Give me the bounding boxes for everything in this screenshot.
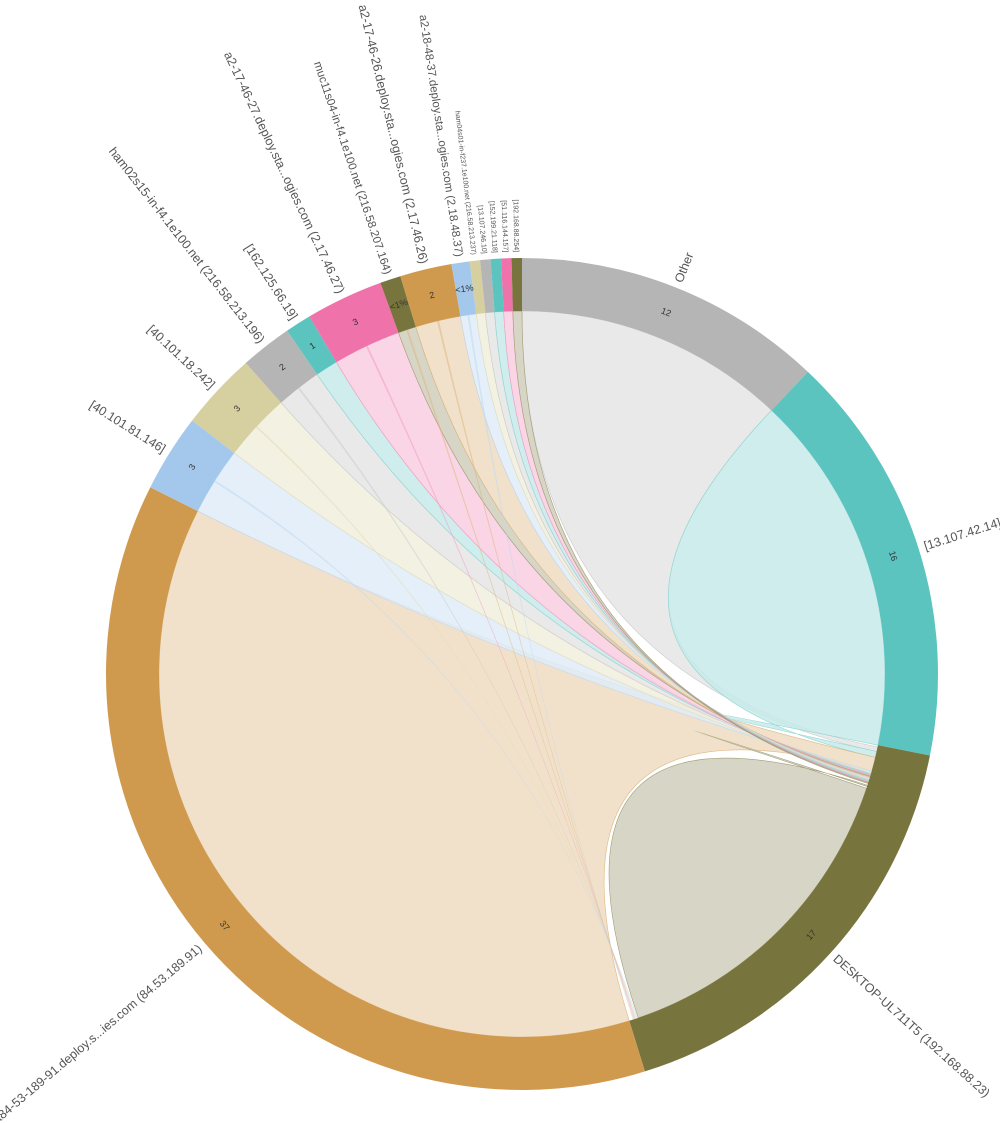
- group-arc-16: [511, 258, 522, 312]
- value-label-1: 16: [887, 550, 900, 563]
- group-arc-6: [245, 330, 318, 403]
- group-label-2: DESKTOP-UL711T5 (192.168.88.23): [830, 952, 992, 1100]
- group-label-15: [51.116.144.157]: [500, 200, 509, 252]
- group-arc-4: [150, 420, 235, 511]
- value-label-0: 12: [660, 306, 673, 319]
- value-label-11: <1%: [455, 282, 475, 295]
- group-arcs: [105, 258, 938, 1090]
- group-arc-12: [469, 260, 486, 314]
- group-label-6: ham02s15-in-f4.1e100.net (216.58.213.196…: [106, 145, 268, 346]
- value-label-7: 1: [308, 340, 318, 351]
- value-label-8: 3: [351, 316, 360, 327]
- group-label-3: a84-53-189-91.deploy.s...ies.com (84.53.…: [0, 942, 205, 1123]
- value-label-2: 17: [804, 928, 818, 942]
- chord-self-desktop: [608, 730, 868, 1019]
- group-arc-10: [400, 264, 461, 327]
- group-arc-8: [309, 282, 399, 363]
- group-arc-9: [380, 276, 416, 333]
- group-label-1: [13.107.42.14]: [922, 516, 1000, 554]
- chords: [158, 310, 886, 1038]
- group-label-14: [152.199.21.118]: [488, 201, 498, 253]
- group-arc-5: [192, 362, 281, 453]
- group-label-7: [162.125.66.19]: [242, 242, 301, 323]
- value-label-10: 2: [428, 290, 435, 301]
- group-arc-15: [500, 258, 513, 312]
- group-arc-14: [490, 258, 504, 313]
- group-label-16: [192.168.88.254]: [512, 199, 520, 252]
- group-arc-11: [451, 261, 477, 317]
- value-label-5: 3: [232, 403, 243, 413]
- group-arc-7: [287, 316, 337, 375]
- group-arc-3: [105, 487, 645, 1090]
- value-label-6: 2: [277, 362, 287, 373]
- group-label-0: Other: [672, 250, 697, 284]
- group-arc-2: [629, 745, 930, 1072]
- group-arc-1: [771, 371, 938, 756]
- group-arc-0: [522, 258, 808, 411]
- group-label-5: [40.101.18.242]: [145, 322, 218, 391]
- group-label-13: [13.107.246.10]: [476, 205, 487, 254]
- group-arc-13: [480, 259, 495, 313]
- value-label-3: 37: [218, 919, 232, 933]
- value-label-4: 3: [187, 462, 198, 472]
- group-label-4: [40.101.81.146]: [87, 398, 168, 456]
